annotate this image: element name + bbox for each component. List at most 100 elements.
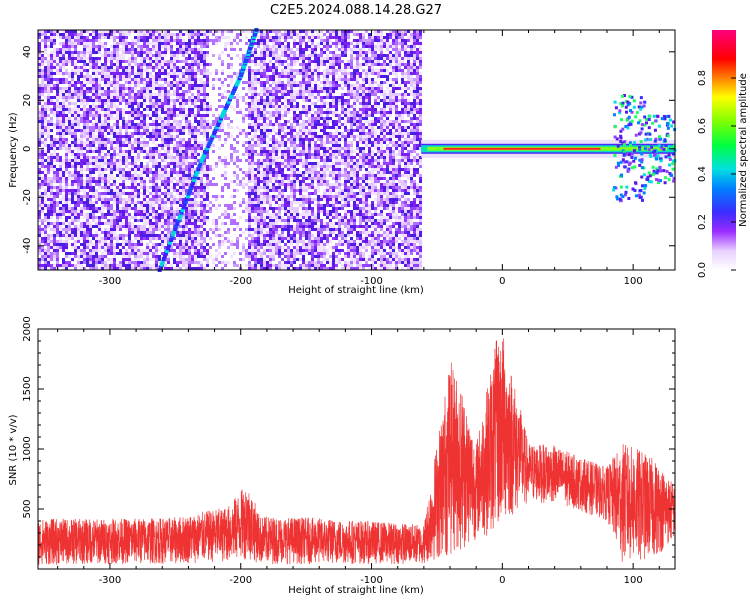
noise-cell xyxy=(80,54,83,57)
noise-cell xyxy=(200,54,203,57)
noise-cell xyxy=(167,81,170,84)
noise-cell xyxy=(68,210,71,213)
noise-cell xyxy=(95,123,98,126)
noise-cell xyxy=(143,42,146,45)
noise-cell xyxy=(260,261,263,264)
noise-cell xyxy=(191,93,194,96)
noise-cell xyxy=(224,117,227,120)
noise-cell xyxy=(173,81,176,84)
noise-cell xyxy=(47,72,50,75)
noise-cell xyxy=(68,162,71,165)
noise-cell xyxy=(95,252,98,255)
noise-cell xyxy=(125,39,128,42)
noise-cell xyxy=(254,57,257,60)
noise-cell xyxy=(191,132,194,135)
noise-cell xyxy=(185,234,188,237)
noise-cell xyxy=(143,264,146,267)
noise-cell xyxy=(239,108,242,111)
noise-cell xyxy=(173,189,176,192)
noise-cell xyxy=(83,141,86,144)
noise-cell xyxy=(182,231,185,234)
noise-cell xyxy=(47,210,50,213)
noise-cell xyxy=(197,42,200,45)
noise-cell xyxy=(227,246,230,249)
noise-cell xyxy=(131,132,134,135)
noise-cell xyxy=(269,96,272,99)
noise-cell xyxy=(230,66,233,69)
noise-cell xyxy=(245,264,248,267)
noise-cell xyxy=(179,183,182,186)
noise-cell xyxy=(218,114,221,117)
noise-cell xyxy=(176,33,179,36)
noise-cell xyxy=(74,210,77,213)
noise-cell xyxy=(203,84,206,87)
noise-cell xyxy=(173,267,176,270)
noise-cell xyxy=(71,57,74,60)
noise-cell xyxy=(119,261,122,264)
noise-cell xyxy=(233,72,236,75)
noise-cell xyxy=(179,243,182,246)
noise-cell xyxy=(68,48,71,51)
noise-cell xyxy=(62,72,65,75)
noise-cell xyxy=(38,225,41,228)
noise-cell xyxy=(200,45,203,48)
noise-cell xyxy=(176,123,179,126)
noise-cell xyxy=(185,210,188,213)
noise-cell xyxy=(161,51,164,54)
noise-cell xyxy=(143,69,146,72)
noise-cell xyxy=(194,195,197,198)
noise-cell xyxy=(155,183,158,186)
noise-cell xyxy=(110,228,113,231)
noise-cell xyxy=(59,165,62,168)
noise-cell xyxy=(80,66,83,69)
noise-cell xyxy=(191,87,194,90)
noise-cell xyxy=(221,51,224,54)
noise-cell xyxy=(86,72,89,75)
noise-cell xyxy=(212,84,215,87)
noise-cell xyxy=(215,30,218,33)
noise-cell xyxy=(158,129,161,132)
noise-cell xyxy=(251,120,254,123)
noise-cell xyxy=(173,168,176,171)
noise-cell xyxy=(50,198,53,201)
noise-cell xyxy=(53,165,56,168)
noise-cell xyxy=(194,135,197,138)
noise-cell xyxy=(53,225,56,228)
noise-cell xyxy=(44,159,47,162)
noise-cell xyxy=(227,75,230,78)
noise-cell xyxy=(257,57,260,60)
noise-cell xyxy=(152,156,155,159)
noise-cell xyxy=(248,198,251,201)
noise-cell xyxy=(47,135,50,138)
noise-cell xyxy=(125,153,128,156)
noise-cell xyxy=(68,174,71,177)
noise-cell xyxy=(110,222,113,225)
noise-cell xyxy=(116,210,119,213)
noise-cell xyxy=(86,255,89,258)
noise-cell xyxy=(125,267,128,270)
noise-cell xyxy=(266,72,269,75)
noise-cell xyxy=(53,78,56,81)
noise-cell xyxy=(47,168,50,171)
noise-cell xyxy=(260,171,263,174)
noise-cell xyxy=(179,204,182,207)
noise-cell xyxy=(248,264,251,267)
noise-cell xyxy=(71,36,74,39)
noise-cell xyxy=(119,117,122,120)
noise-cell xyxy=(92,51,95,54)
noise-cell xyxy=(275,195,278,198)
noise-cell xyxy=(188,213,191,216)
noise-cell xyxy=(164,72,167,75)
noise-cell xyxy=(68,75,71,78)
noise-cell xyxy=(56,90,59,93)
noise-cell xyxy=(200,225,203,228)
noise-cell xyxy=(179,246,182,249)
noise-cell xyxy=(122,135,125,138)
noise-cell xyxy=(113,150,116,153)
noise-cell xyxy=(158,39,161,42)
noise-cell xyxy=(155,186,158,189)
noise-cell xyxy=(131,150,134,153)
noise-cell xyxy=(101,174,104,177)
noise-cell xyxy=(182,216,185,219)
noise-cell xyxy=(170,42,173,45)
